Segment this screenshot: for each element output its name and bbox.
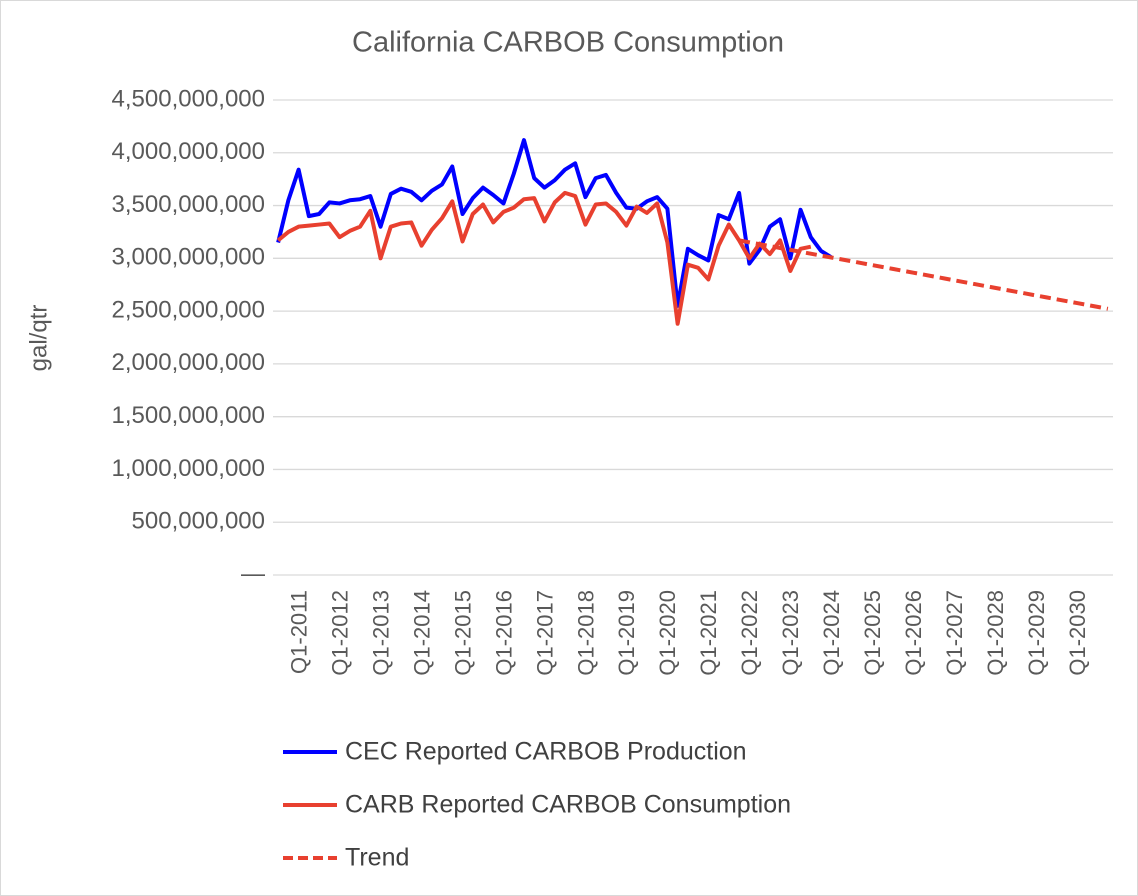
x-tick-label: Q1-2011	[286, 590, 311, 674]
x-tick-label: Q1-2024	[819, 590, 844, 676]
x-tick-label: Q1-2012	[327, 590, 352, 676]
x-tick-label: Q1-2015	[450, 590, 475, 676]
series-line	[276, 190, 812, 326]
x-tick-label: Q1-2018	[573, 590, 598, 676]
y-tick-label: 1,000,000,000	[112, 455, 265, 482]
y-tick-label: 500,000,000	[132, 508, 265, 535]
y-tick-label: 4,500,000,000	[112, 85, 265, 112]
x-tick-label: Q1-2027	[942, 590, 967, 676]
x-tick-label: Q1-2023	[778, 590, 803, 676]
legend-label: CEC Reported CARBOB Production	[345, 738, 747, 766]
series-line	[738, 238, 1109, 311]
x-tick-label: Q1-2020	[655, 590, 680, 676]
chart-title: California CARBOB Consumption	[352, 27, 784, 59]
x-tick-label: Q1-2030	[1065, 590, 1090, 676]
x-tick-label: Q1-2028	[983, 590, 1008, 676]
x-tick-label: Q1-2019	[614, 590, 639, 676]
legend-label: CARB Reported CARBOB Consumption	[345, 791, 791, 819]
y-axis-label: gal/qtr	[25, 305, 52, 372]
y-tick-label: 3,500,000,000	[112, 191, 265, 218]
y-tick-label: 2,500,000,000	[112, 296, 265, 323]
y-tick-label: 3,000,000,000	[112, 244, 265, 271]
series-line	[276, 138, 833, 308]
x-tick-label: Q1-2025	[860, 590, 885, 676]
x-tick-label: Q1-2026	[901, 590, 926, 676]
x-tick-label: Q1-2016	[491, 590, 516, 676]
x-tick-label: Q1-2013	[368, 590, 393, 676]
y-tick-label: —	[241, 560, 265, 587]
y-tick-label: 1,500,000,000	[112, 402, 265, 429]
legend-label: Trend	[345, 844, 409, 872]
x-tick-label: Q1-2021	[696, 590, 721, 676]
x-tick-label: Q1-2017	[532, 590, 557, 676]
x-tick-label: Q1-2014	[409, 590, 434, 676]
y-tick-label: 4,000,000,000	[112, 138, 265, 165]
x-tick-label: Q1-2029	[1024, 590, 1049, 676]
y-tick-label: 2,000,000,000	[112, 349, 265, 376]
x-tick-label: Q1-2022	[737, 590, 762, 676]
